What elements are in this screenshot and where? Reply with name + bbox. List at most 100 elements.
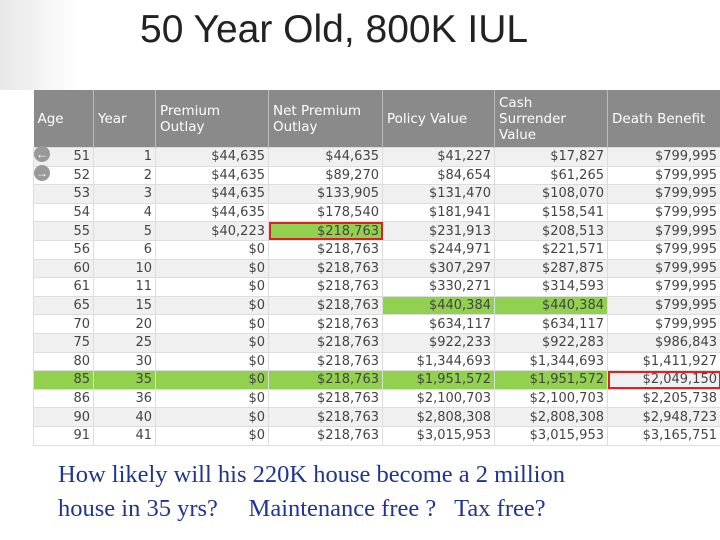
table-cell: 6	[93, 239, 156, 260]
table-cell: $799,995	[607, 221, 720, 241]
table-cell: $0	[155, 239, 269, 260]
table-cell: $244,971	[382, 239, 495, 260]
table-cell: $314,593	[494, 277, 608, 297]
table-cell: $634,117	[382, 314, 495, 334]
table-cell: 35	[93, 370, 156, 390]
table-cell: 11	[93, 277, 156, 297]
table-cell: $1,951,572	[382, 370, 495, 390]
table-row: 70 20 $0 $218,763 $634,117 $634,117 $799,995	[33, 314, 720, 334]
column-header: Net Premium Outlay	[268, 90, 383, 148]
table-cell: $221,571	[494, 239, 608, 260]
table-cell: $0	[155, 407, 269, 427]
table-cell: $2,100,703	[494, 388, 608, 409]
table-row: 52 2 $44,635 $89,270 $84,654 $61,265 $799,995	[33, 165, 720, 186]
table-cell: $799,995	[607, 239, 720, 260]
table-cell: 61	[33, 277, 94, 297]
table-cell: $44,635	[155, 165, 269, 186]
table-cell: $218,763	[268, 239, 383, 260]
table-cell: $0	[155, 425, 269, 446]
table-cell: 5	[93, 221, 156, 241]
table-cell: 15	[93, 295, 156, 316]
table-cell: 40	[93, 407, 156, 427]
table-cell: $61,265	[494, 165, 608, 186]
table-cell: 80	[33, 351, 94, 372]
table-cell: 54	[33, 202, 94, 223]
table-cell: 65	[33, 295, 94, 316]
table-cell: $2,205,738	[607, 388, 720, 409]
table-cell: $0	[155, 370, 269, 390]
table-row: 53 3 $44,635 $133,905 $131,470 $108,070 $799,9…	[33, 184, 720, 204]
table-cell: 56	[33, 239, 94, 260]
nav-back[interactable]: ←	[34, 146, 50, 162]
table-cell: $0	[155, 258, 269, 279]
table-cell: $44,635	[155, 184, 269, 204]
table-cell: $89,270	[268, 165, 383, 186]
table-cell: $133,905	[268, 184, 383, 204]
table-cell: 1	[93, 147, 156, 167]
table-cell: 25	[93, 332, 156, 353]
table-cell: $44,635	[155, 202, 269, 223]
table-cell: $41,227	[382, 147, 495, 167]
table-cell: $986,843	[607, 332, 720, 353]
table-row: 86 36 $0 $218,763 $2,100,703 $2,100,703 $2,205…	[33, 388, 720, 409]
table-cell: $3,015,953	[382, 425, 495, 446]
table-cell: 41	[93, 425, 156, 446]
table-cell: 36	[93, 388, 156, 409]
table-cell: $218,763	[268, 370, 383, 390]
table-cell: $1,344,693	[494, 351, 608, 372]
table-row: 75 25 $0 $218,763 $922,233 $922,283 $986,843	[33, 332, 720, 353]
column-header: Policy Value	[382, 90, 495, 148]
table-cell: $131,470	[382, 184, 495, 204]
table-cell: $231,913	[382, 221, 495, 241]
table-cell: $218,763	[268, 407, 383, 427]
caption: How likely will his 220K house become a …	[58, 458, 565, 526]
table-cell: $84,654	[382, 165, 495, 186]
table-cell: $3,015,953	[494, 425, 608, 446]
table-cell: $158,541	[494, 202, 608, 223]
table-row: 90 40 $0 $218,763 $2,808,308 $2,808,308 $2,948…	[33, 407, 720, 427]
table-cell: $799,995	[607, 258, 720, 279]
table-cell: $0	[155, 295, 269, 316]
table-cell: $17,827	[494, 147, 608, 167]
table-row: 60 10 $0 $218,763 $307,297 $287,875 $799,995	[33, 258, 720, 279]
table-cell: $2,948,723	[607, 407, 720, 427]
table-cell: $181,941	[382, 202, 495, 223]
decor-strip	[0, 0, 80, 90]
table-cell: 85	[33, 370, 94, 390]
table-cell: $799,995	[607, 314, 720, 334]
table-cell: $108,070	[494, 184, 608, 204]
table-row: 80 30 $0 $218,763 $1,344,693 $1,344,693 $1,411…	[33, 351, 720, 372]
table-row: 61 11 $0 $218,763 $330,271 $314,593 $799,995	[33, 277, 720, 297]
table-cell: $0	[155, 314, 269, 334]
illustration-table: Age Year Premium Outlay Net Premium Outlay P…	[33, 90, 720, 446]
table-cell: $1,411,927	[607, 351, 720, 372]
table-cell: $634,117	[494, 314, 608, 334]
table-cell: 10	[93, 258, 156, 279]
table-row: 56 6 $0 $218,763 $244,971 $221,571 $799,995	[33, 239, 720, 260]
table-cell: $218,763	[268, 332, 383, 353]
table-row: 85 35 $0 $218,763 $1,951,572 $1,951,572 $2,049…	[33, 370, 720, 390]
table-cell: $799,995	[607, 277, 720, 297]
column-header: Age	[33, 90, 94, 148]
table-cell: $799,995	[607, 202, 720, 223]
table-cell: 70	[33, 314, 94, 334]
table-cell: $0	[155, 332, 269, 353]
table-cell: 4	[93, 202, 156, 223]
table-cell: $2,049,150	[607, 370, 720, 390]
table-cell: $218,763	[268, 351, 383, 372]
table-row: 91 41 $0 $218,763 $3,015,953 $3,015,953 $3,165…	[33, 425, 720, 446]
column-header: Year	[93, 90, 156, 148]
table-cell: $922,233	[382, 332, 495, 353]
table-cell: $307,297	[382, 258, 495, 279]
table-cell: $218,763	[268, 314, 383, 334]
table-cell: $208,513	[494, 221, 608, 241]
table-cell: 86	[33, 388, 94, 409]
table-cell: $1,344,693	[382, 351, 495, 372]
slide-title: 50 Year Old, 800K IUL	[140, 8, 529, 51]
table-cell: $2,808,308	[494, 407, 608, 427]
table-cell: $0	[155, 351, 269, 372]
nav-forward[interactable]: →	[34, 165, 50, 181]
table-cell: $218,763	[268, 221, 383, 241]
table-row: 54 4 $44,635 $178,540 $181,941 $158,541 $799,9…	[33, 202, 720, 223]
table-cell: $3,165,751	[607, 425, 720, 446]
